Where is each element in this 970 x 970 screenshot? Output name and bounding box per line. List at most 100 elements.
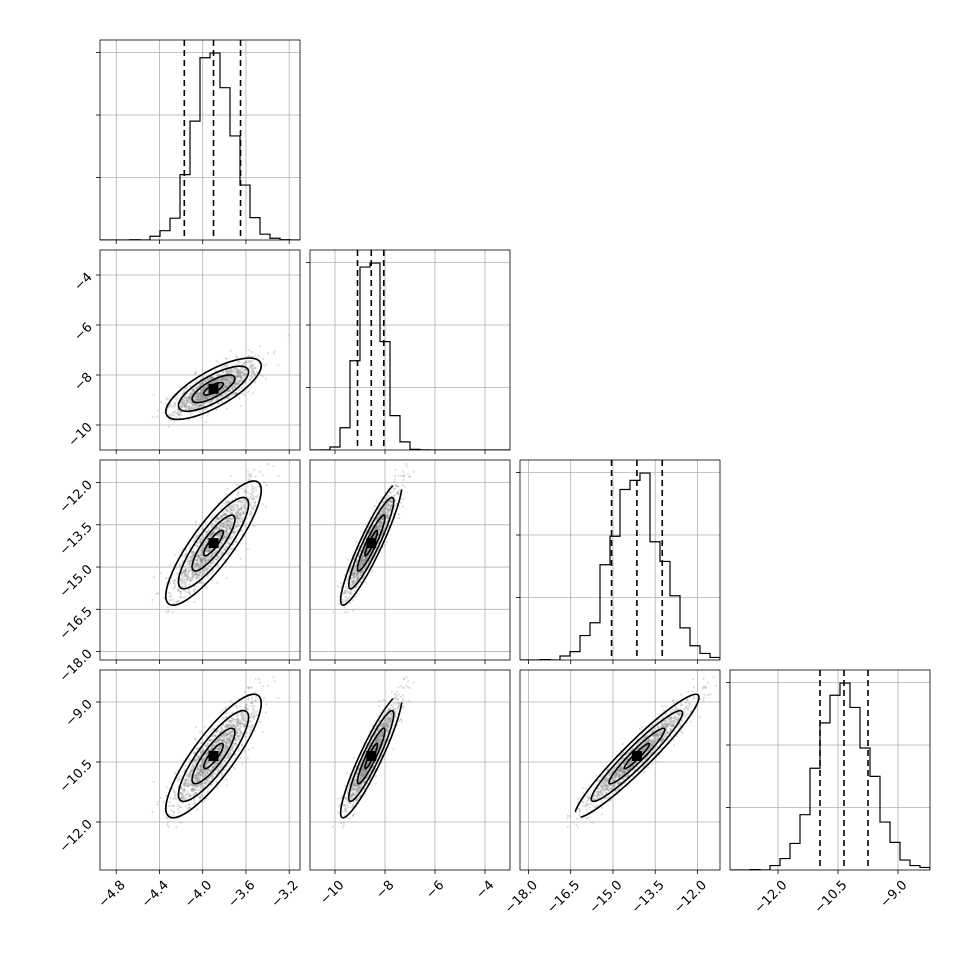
sample-point	[243, 510, 246, 513]
sample-point	[198, 385, 201, 388]
sample-point	[362, 562, 365, 565]
sample-point	[202, 386, 205, 389]
sample-point	[233, 363, 237, 366]
sample-point	[196, 563, 199, 567]
panel-1-1	[306, 249, 511, 454]
sample-point	[225, 501, 228, 504]
sample-point	[215, 518, 218, 521]
sample-point	[226, 533, 229, 536]
sample-point	[237, 382, 240, 385]
sample-point	[360, 559, 363, 562]
sample-point	[194, 398, 197, 401]
sample-point	[189, 385, 192, 388]
sample-point	[263, 696, 266, 700]
sample-point	[233, 392, 236, 396]
sample-point	[204, 560, 208, 563]
sample-point	[228, 382, 232, 385]
sample-point	[207, 556, 210, 559]
sample-point	[197, 398, 200, 401]
sample-point	[277, 363, 280, 367]
sample-point	[191, 571, 194, 574]
sample-point	[231, 522, 234, 525]
sample-point	[203, 397, 206, 400]
sample-point	[188, 583, 191, 586]
sample-point	[185, 408, 188, 411]
sample-point	[229, 521, 232, 524]
sample-point	[264, 377, 267, 381]
sample-point	[209, 376, 213, 379]
sample-point	[169, 415, 172, 418]
sample-point	[216, 581, 219, 584]
sample-point	[203, 409, 206, 412]
sample-point	[185, 405, 188, 408]
sample-point	[216, 557, 219, 560]
sample-point	[169, 413, 173, 416]
sample-point	[239, 499, 242, 502]
sample-point	[201, 382, 204, 385]
sample-point	[199, 392, 202, 396]
sample-point	[242, 512, 245, 516]
sample-point	[227, 542, 231, 545]
sample-point	[398, 513, 401, 516]
sample-point	[227, 381, 230, 384]
sample-point	[236, 371, 239, 374]
sample-point	[226, 531, 229, 534]
sample-point	[202, 389, 205, 392]
sample-point	[359, 571, 362, 574]
sample-point	[189, 398, 192, 401]
sample-point	[183, 569, 186, 572]
sample-point	[227, 511, 230, 514]
sample-point	[180, 401, 184, 404]
sample-point	[251, 371, 254, 374]
sample-point	[238, 500, 241, 503]
density-contour-2	[191, 374, 236, 404]
sample-point	[263, 364, 266, 367]
sample-point	[186, 397, 189, 400]
sample-point	[174, 554, 177, 557]
sample-point	[251, 363, 254, 366]
sample-point	[216, 515, 219, 519]
sample-point	[196, 393, 199, 396]
sample-point	[151, 598, 154, 601]
sample-point	[177, 589, 181, 592]
sample-point	[246, 548, 249, 551]
sample-point	[188, 400, 191, 403]
sample-point	[205, 401, 208, 404]
sample-point	[197, 391, 200, 394]
sample-point	[238, 374, 241, 377]
sample-point	[227, 371, 230, 374]
sample-point	[245, 374, 248, 377]
sample-point	[199, 560, 202, 563]
sample-point	[197, 574, 200, 577]
sample-point	[219, 524, 223, 527]
sample-point	[201, 551, 204, 554]
sample-point	[228, 379, 231, 382]
sample-point	[403, 485, 406, 488]
sample-point	[196, 394, 199, 397]
sample-point	[193, 398, 196, 401]
sample-point	[191, 391, 194, 394]
sample-point	[352, 609, 355, 612]
sample-point	[228, 527, 232, 530]
sample-point	[234, 511, 237, 514]
sample-point	[207, 550, 210, 553]
sample-point	[244, 488, 247, 491]
sample-point	[222, 537, 225, 541]
sample-point	[170, 404, 173, 407]
sample-point	[231, 387, 234, 390]
sample-point	[205, 395, 208, 398]
sample-point	[218, 535, 221, 538]
sample-point	[237, 491, 240, 494]
sample-point	[207, 548, 210, 551]
sample-point	[221, 525, 224, 528]
sample-point	[189, 394, 192, 397]
sample-point	[214, 519, 217, 523]
sample-point	[359, 574, 362, 577]
sample-point	[233, 530, 236, 533]
sample-point	[200, 392, 203, 395]
sample-point	[225, 381, 228, 384]
sample-point	[223, 378, 226, 381]
sample-point	[249, 475, 253, 478]
sample-point	[225, 546, 228, 549]
sample-point	[198, 574, 201, 577]
